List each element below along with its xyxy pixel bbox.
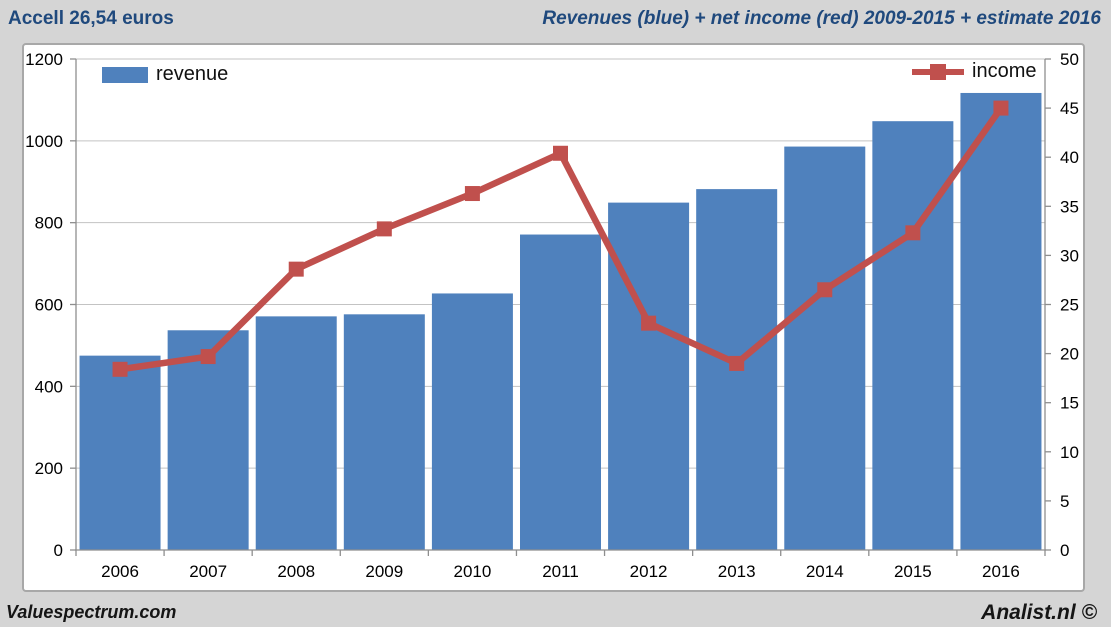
x-axis-label-2014: 2014	[806, 562, 844, 581]
x-axis-label-2010: 2010	[453, 562, 491, 581]
revenue-bar-2010	[431, 293, 513, 550]
revenue-bar-2009	[343, 314, 425, 550]
x-axis-label-2011: 2011	[542, 562, 579, 581]
income-square-glyph	[930, 63, 946, 80]
x-axis-label-2012: 2012	[630, 562, 668, 581]
revenue-bar-2011	[520, 234, 601, 550]
income-marker-2009	[376, 221, 392, 237]
left-axis-label-400: 400	[35, 377, 63, 396]
income-marker-2011	[553, 145, 568, 161]
right-axis-label-25: 25	[1060, 296, 1079, 315]
income-marker-2008	[288, 261, 304, 277]
right-axis-label-0: 0	[1060, 541, 1069, 560]
income-marker-icon	[912, 63, 964, 81]
income-marker-2007	[200, 349, 216, 365]
legend-revenue-label: revenue	[156, 63, 229, 85]
valuespectrum-credit: Valuespectrum.com	[6, 602, 177, 622]
right-axis-label-40: 40	[1060, 148, 1079, 167]
income-marker-2016	[993, 100, 1009, 116]
income-marker-2012	[641, 315, 657, 331]
legend-income: income	[912, 60, 1036, 83]
left-axis-label-800: 800	[35, 214, 63, 233]
revenue-swatch-icon	[102, 66, 148, 83]
right-axis-label-15: 15	[1060, 394, 1079, 413]
revenue-bar-2008	[255, 316, 337, 550]
left-axis-label-1200: 1200	[25, 50, 63, 69]
right-axis-label-50: 50	[1060, 50, 1079, 69]
stock-title: Accell 26,54 euros	[8, 8, 174, 29]
revenue-bar-2006	[79, 355, 161, 550]
income-marker-2014	[817, 282, 833, 298]
left-axis-label-1000: 1000	[25, 132, 63, 151]
right-axis-label-45: 45	[1060, 99, 1079, 118]
x-axis-label-2015: 2015	[894, 562, 932, 581]
left-axis-label-600: 600	[35, 296, 63, 315]
legend-revenue: revenue	[102, 63, 228, 86]
x-axis-label-2006: 2006	[101, 562, 139, 581]
income-marker-2015	[905, 225, 921, 241]
x-axis-label-2016: 2016	[982, 562, 1020, 581]
x-axis-label-2007: 2007	[189, 562, 227, 581]
right-axis-label-30: 30	[1060, 246, 1079, 265]
revenue-bar-2014	[784, 146, 866, 551]
revenue-bar-2012	[608, 202, 690, 550]
left-axis-label-0: 0	[54, 541, 63, 560]
chart-title: Revenues (blue) + net income (red) 2009-…	[542, 8, 1101, 29]
analist-credit: Analist.nl ©	[981, 601, 1097, 624]
revenue-bar-2016	[960, 92, 1042, 551]
x-axis-label-2009: 2009	[365, 562, 403, 581]
revenue-bar-2007	[167, 330, 249, 550]
left-axis-label-200: 200	[35, 459, 63, 478]
right-axis-label-10: 10	[1060, 443, 1079, 462]
right-axis-label-35: 35	[1060, 197, 1079, 216]
revenue-bar-2015	[872, 121, 954, 551]
x-axis-label-2008: 2008	[277, 562, 315, 581]
income-marker-2010	[464, 186, 480, 202]
right-axis-label-5: 5	[1060, 492, 1069, 511]
legend-income-label: income	[972, 60, 1037, 82]
right-axis-label-20: 20	[1060, 345, 1079, 364]
income-marker-2013	[729, 355, 745, 371]
income-marker-2006	[112, 361, 128, 377]
x-axis-label-2013: 2013	[718, 562, 756, 581]
